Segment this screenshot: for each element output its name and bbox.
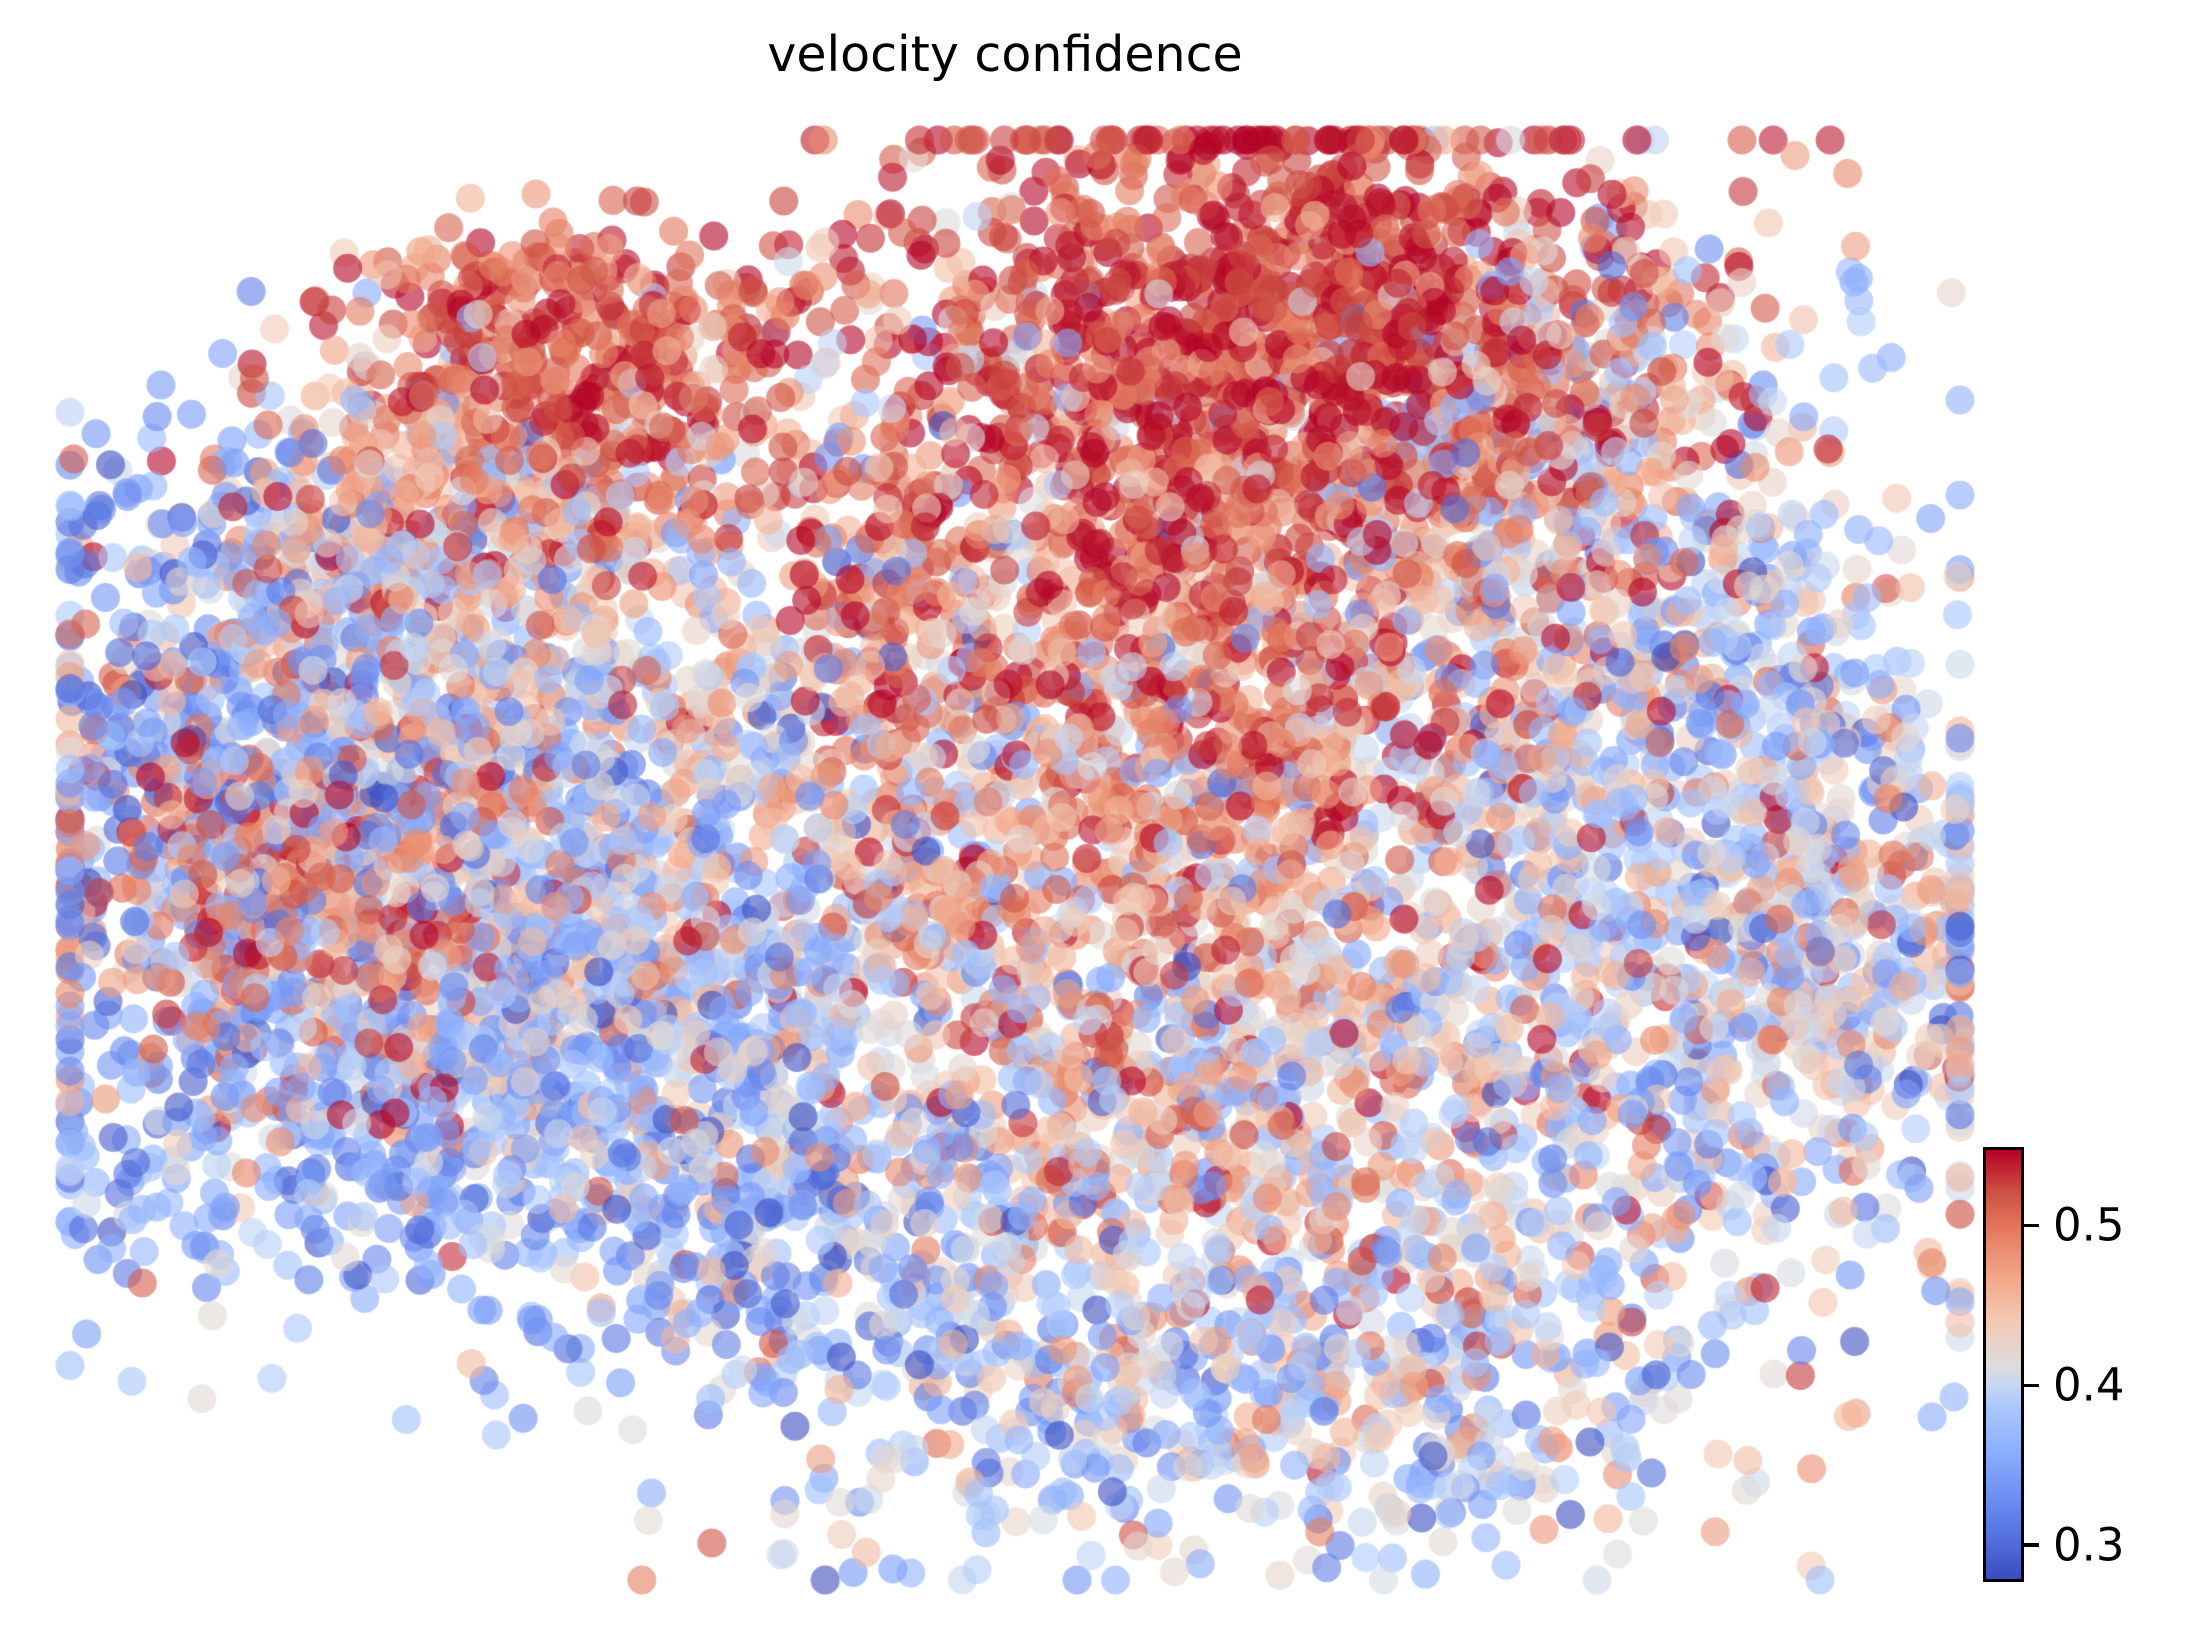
colorbar	[1983, 1147, 2024, 1582]
colorbar-tick-label: 0.3	[2053, 1518, 2125, 1572]
colorbar-tick-label: 0.5	[2053, 1198, 2125, 1252]
chart-title: velocity confidence	[767, 26, 1243, 83]
colorbar-tick-mark	[2024, 1383, 2039, 1388]
colorbar-tick-mark	[2024, 1543, 2039, 1547]
colorbar-tick-label: 0.4	[2053, 1358, 2125, 1412]
colorbar-tick-mark	[2024, 1223, 2039, 1228]
